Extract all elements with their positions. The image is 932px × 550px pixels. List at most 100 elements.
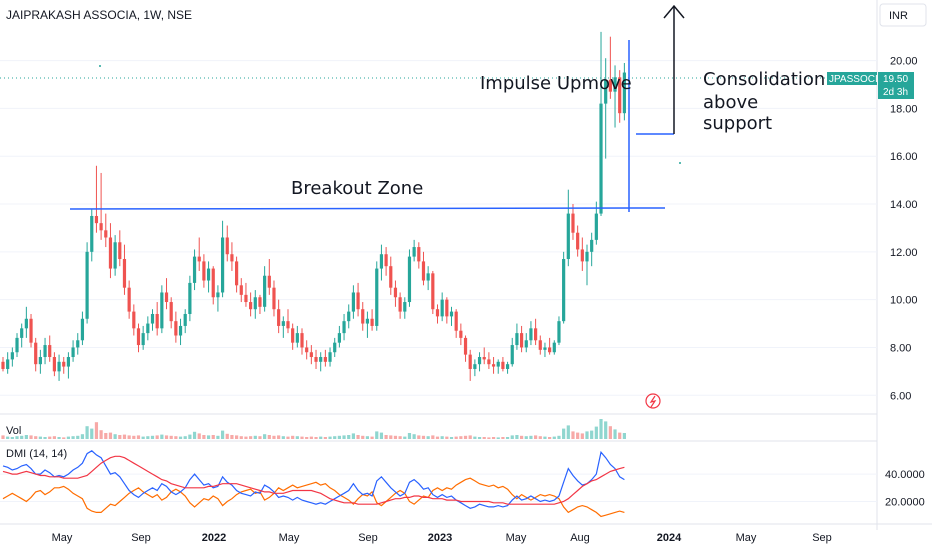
volume-bar (155, 435, 159, 439)
x-tick-label: 2024 (657, 532, 682, 544)
volume-bar (412, 434, 416, 439)
candle-body (192, 256, 197, 283)
volume-bar (314, 437, 318, 439)
volume-bar (235, 435, 239, 439)
volume-bar (389, 435, 393, 439)
volume-bar (267, 435, 271, 439)
volume-bar (505, 437, 510, 439)
volume-bar (524, 436, 528, 439)
candle-body (258, 297, 262, 307)
volume-bar (510, 435, 514, 439)
candle-body (412, 247, 416, 257)
candle-body (150, 313, 155, 324)
volume-bar (379, 432, 384, 439)
volume-bar (43, 437, 47, 439)
candle-body (454, 311, 458, 331)
candle-body (206, 268, 211, 281)
volume-bar (552, 436, 556, 439)
volume-bar (281, 436, 285, 439)
volume-bar (258, 436, 262, 439)
candle-body (127, 287, 131, 312)
volume-bar (188, 434, 192, 439)
candle-body (136, 328, 141, 346)
volume-bar (146, 436, 150, 439)
volume-bar (370, 436, 374, 439)
x-tick-label: May (736, 532, 757, 544)
volume-bar (613, 429, 617, 439)
candle-body (94, 215, 99, 224)
candle-body (319, 357, 323, 362)
volume-bar (225, 433, 229, 439)
y-tick-label: 18.00 (890, 103, 918, 115)
candle-body (62, 361, 66, 367)
candle-body (253, 297, 257, 310)
volume-bar (52, 436, 56, 439)
candle-body (375, 268, 379, 326)
candle-body (534, 328, 538, 341)
candle-body (244, 294, 248, 303)
candlestick-series (1, 31, 626, 381)
candle-body (365, 318, 370, 324)
marker-dot (679, 162, 681, 164)
volume-bar (398, 436, 402, 439)
volume-bar (34, 436, 38, 439)
volume-bar (534, 435, 538, 439)
candle-body (604, 79, 608, 104)
volume-bar (150, 435, 155, 439)
grid (0, 60, 877, 396)
breakout-zone-line[interactable] (69, 207, 666, 210)
candle-body (459, 330, 463, 338)
volume-bar (604, 421, 608, 439)
candle-body (1, 361, 5, 369)
candle-body (230, 254, 234, 262)
currency-box[interactable] (879, 3, 927, 27)
volume-label[interactable]: Vol (6, 425, 21, 437)
candle-body (552, 342, 556, 353)
candle-body (333, 342, 337, 353)
candle-body (496, 361, 500, 367)
candle-body (543, 347, 547, 350)
volume-bar (477, 437, 482, 439)
volume-bar (431, 435, 435, 439)
volume-bar (24, 435, 28, 439)
volume-bar (1, 435, 5, 439)
symbol-title[interactable]: JAIPRAKASH ASSOCIA, 1W, NSE (6, 8, 192, 22)
volume-bar (473, 436, 477, 439)
candle-body (594, 213, 598, 240)
candle-body (272, 287, 276, 310)
volume-bar (94, 422, 99, 439)
candle-body (529, 328, 533, 341)
candle-body (235, 261, 239, 286)
y-tick-label: 20.00 (890, 56, 918, 68)
volume-bar (375, 431, 379, 439)
volume-bar (118, 435, 122, 439)
volume-bar (192, 431, 197, 439)
candle-body (477, 357, 482, 365)
candle-body (122, 259, 127, 288)
candle-body (174, 321, 178, 336)
candle-body (169, 302, 173, 322)
volume-bar (435, 436, 440, 439)
candle-body (108, 237, 113, 269)
volume-bar (496, 437, 500, 439)
candle-body (66, 357, 71, 367)
candle-body (267, 275, 271, 288)
volume-bar (90, 428, 94, 439)
candle-body (356, 292, 360, 310)
volume-bar (211, 435, 215, 439)
candle-body (328, 352, 332, 362)
consolidation-label-line1: Consolidation (703, 69, 825, 90)
candle-body (20, 328, 24, 338)
candle-body (370, 318, 374, 326)
candle-body (487, 359, 491, 365)
dmi-label[interactable]: DMI (14, 14) (6, 448, 67, 460)
volume-bar (113, 434, 117, 439)
candle-body (141, 333, 145, 346)
candle-body (389, 266, 393, 288)
candle-body (52, 357, 56, 372)
candle-body (599, 103, 603, 214)
volume-bar (347, 435, 351, 439)
volume-bar (62, 437, 66, 439)
candle-body (571, 213, 575, 233)
